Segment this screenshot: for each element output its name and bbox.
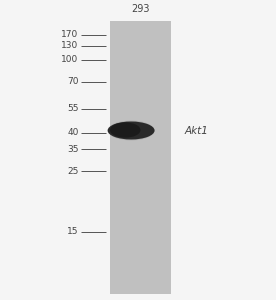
Ellipse shape [110, 123, 147, 138]
Ellipse shape [110, 122, 140, 138]
Text: 130: 130 [61, 41, 79, 50]
Text: 35: 35 [67, 145, 79, 154]
Text: 100: 100 [61, 56, 79, 64]
Text: 15: 15 [67, 227, 79, 236]
Ellipse shape [108, 122, 155, 140]
Text: 25: 25 [67, 167, 79, 176]
Text: 70: 70 [67, 77, 79, 86]
Ellipse shape [108, 121, 155, 140]
Bar [110, 21, 171, 294]
Text: 170: 170 [61, 30, 79, 39]
Text: Akt1: Akt1 [185, 126, 209, 136]
Text: 40: 40 [67, 128, 79, 137]
Text: 55: 55 [67, 104, 79, 113]
Text: 293: 293 [131, 4, 150, 14]
Ellipse shape [114, 125, 142, 136]
